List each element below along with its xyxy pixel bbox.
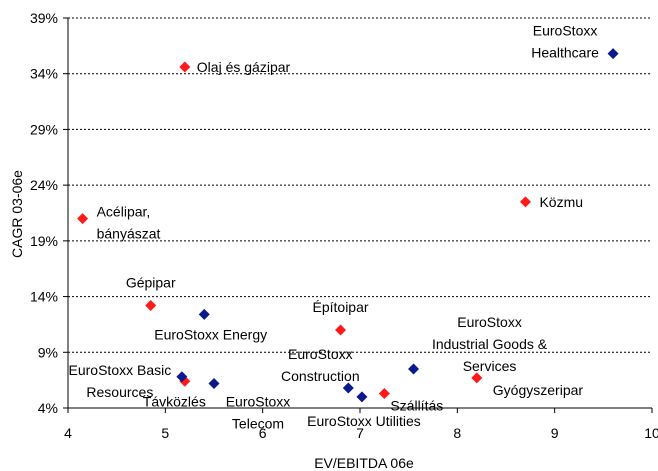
point-label: EuroStoxx Construction — [281, 346, 360, 384]
data-point-marker — [77, 213, 89, 225]
x-tick-label: 9 — [551, 425, 559, 441]
point-labels: Olaj és gázipar Acélipar, bányászat Közmu Gé… — [69, 23, 600, 432]
point-label: Közmu — [539, 194, 583, 210]
point-label: Acélipar, bányászat — [97, 204, 161, 242]
point-label: EuroStoxx Telecom — [226, 393, 291, 431]
data-point-marker — [471, 372, 483, 384]
point-label: EuroStoxx Industrial Goods & Services — [432, 314, 548, 374]
y-tick-label: 19% — [30, 233, 58, 249]
point-label: Építoipar — [313, 299, 369, 315]
y-tick-label: 29% — [30, 121, 58, 137]
y-tick-label: 14% — [30, 289, 58, 305]
data-point-marker — [145, 299, 157, 311]
y-tick-label: 34% — [30, 66, 58, 82]
x-tick-label: 7 — [356, 425, 364, 441]
gridlines — [68, 17, 652, 353]
data-point-marker — [179, 61, 191, 73]
data-point-marker — [519, 196, 531, 208]
point-label: EuroStoxx Healthcare — [531, 23, 599, 61]
y-tick-label: 9% — [38, 344, 58, 360]
axes — [63, 17, 653, 413]
data-point-marker — [607, 48, 619, 60]
data-point-marker — [356, 391, 368, 403]
x-tick-labels: 4 5 6 7 8 9 10 — [64, 425, 658, 441]
point-label: Szállítás — [390, 398, 443, 414]
data-point-marker — [208, 377, 220, 389]
point-label: EuroStoxx Energy — [154, 326, 267, 342]
point-label: EuroStoxx Basic Resources — [69, 362, 172, 400]
x-tick-label: 10 — [644, 425, 658, 441]
x-tick-label: 8 — [453, 425, 461, 441]
y-axis-title: CAGR 03-06e — [9, 170, 25, 258]
y-tick-label: 24% — [30, 177, 58, 193]
x-tick-label: 6 — [259, 425, 267, 441]
y-tick-label: 4% — [38, 400, 58, 416]
x-axis-title: EV/EBITDA 06e — [314, 455, 414, 471]
data-point-marker — [342, 382, 354, 394]
y-tick-labels: 4% 9% 14% 19% 24% 29% 34% 39% — [30, 10, 58, 416]
data-point-marker — [176, 371, 188, 383]
data-points — [77, 48, 619, 403]
point-label: Olaj és gázipar — [197, 59, 291, 75]
x-tick-label: 4 — [64, 425, 72, 441]
x-tick-label: 5 — [161, 425, 169, 441]
point-label: Távközlés — [143, 393, 206, 409]
data-point-marker — [335, 324, 347, 336]
data-point-marker — [378, 388, 390, 400]
data-point-marker — [198, 308, 210, 320]
point-label: EuroStoxx Utilities — [307, 413, 421, 429]
data-point-marker — [408, 363, 420, 375]
point-label: Gépipar — [126, 274, 176, 290]
point-label: Gyógyszeripar — [493, 382, 584, 398]
y-tick-label: 39% — [30, 10, 58, 26]
